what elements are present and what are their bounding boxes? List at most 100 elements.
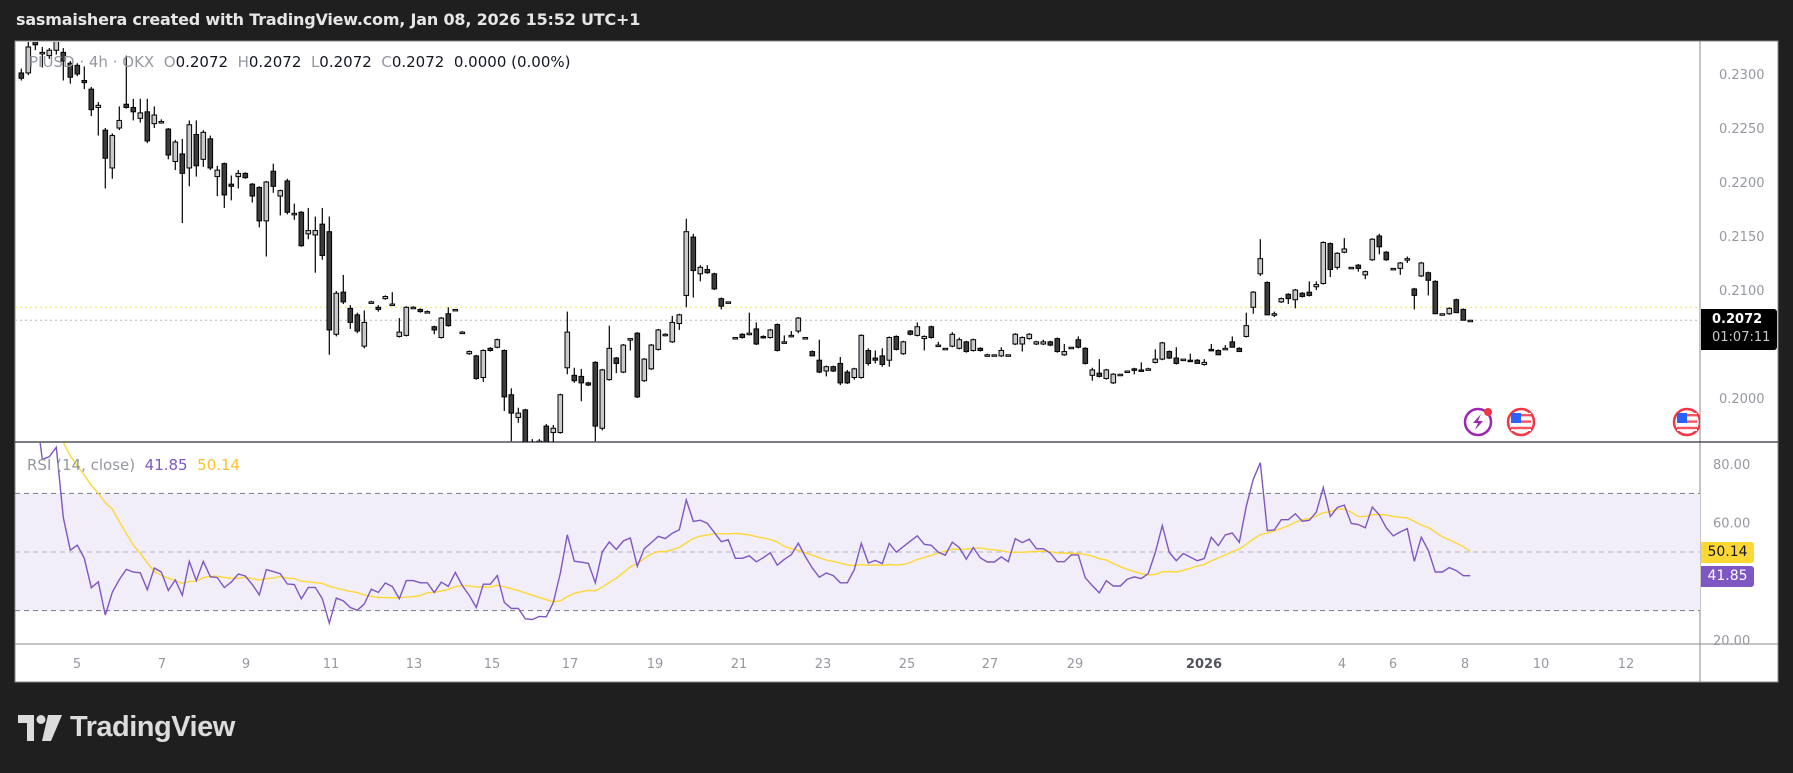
candle-body-up [1243,325,1250,337]
price-tick-label: 0.2200 [1719,176,1765,191]
candle-body-down [249,183,256,197]
candle [690,233,697,298]
time-tick-label: 27 [982,657,999,672]
candle [39,47,46,68]
time-tick-label: 17 [562,657,579,672]
candle-body-up [1103,369,1110,380]
candle [697,265,704,282]
candle-body-up [452,308,459,312]
candle-body-down [130,106,137,113]
rsi-axis[interactable]: 80.00 60.00 20.00 [1713,458,1750,649]
candle-body-up [956,339,963,349]
candle-body-up [333,292,340,335]
candle [368,300,375,304]
candle-body-down [284,180,291,213]
candle [1257,239,1264,276]
candle-body-down [165,128,172,156]
legend-open-label: O [163,53,176,71]
candle-body-up [1005,354,1012,357]
candle [935,341,942,348]
candle-body-up [606,347,613,381]
candle-body-down [1285,293,1292,300]
candle [410,306,417,310]
candle [1089,367,1096,381]
candle [256,186,263,228]
rsi-legend[interactable]: RSI (14, close) 41.85 50.14 [27,456,240,474]
candle-body-up [235,172,242,178]
candle [746,312,753,336]
candle-body-up [312,230,319,236]
candle-body-up [781,341,788,344]
legend-change: 0.0000 (0.00%) [453,53,571,71]
candle [977,347,984,352]
candle-body-down [907,330,914,335]
candle [872,350,879,364]
rsi-pane [39,443,1471,626]
us-flag-icon[interactable] [1672,407,1700,437]
candle-body-up [669,321,676,343]
candle-body-down [1236,347,1243,353]
rsi-badge: 41.85 [1701,566,1754,587]
candle-body-up [1061,351,1068,356]
lightning-icon[interactable] [1463,407,1493,437]
candle-body-down [585,382,592,386]
candle [781,335,788,344]
candle [886,336,893,367]
candle [984,353,991,357]
candle-body-down [690,236,697,272]
candle [109,133,116,179]
candle [1446,307,1453,315]
legend-symbol[interactable]: PIUSD [29,53,75,71]
candle [200,130,207,167]
candle-body-down [340,291,347,303]
candle-body-down [81,79,88,84]
time-axis[interactable]: 5 7 9 11 13 15 17 19 21 23 25 27 29 2026 4 6 8 10 12 [73,657,1634,672]
candle [1306,281,1313,297]
us-flag-icon[interactable] [1506,407,1536,437]
candle-body-up [382,295,389,300]
candle-body-up [368,301,375,304]
candle [1033,340,1040,346]
candle [396,318,403,338]
candle [95,102,102,136]
candle-body-down [1082,347,1089,364]
candle [18,68,25,81]
price-axis[interactable]: 0.2300 0.2250 0.2200 0.2150 0.2100 0.2000 [1719,68,1765,407]
candle-body-down [179,153,186,174]
candle [487,347,494,352]
candle [151,106,158,128]
candle [1453,298,1460,314]
legend-low-label: L [310,53,320,71]
candle [928,325,935,339]
candle [1348,266,1355,270]
candle-body-down [571,374,578,382]
candle [1390,267,1397,271]
candle [235,170,242,189]
candle [515,407,522,423]
candle [1201,359,1208,366]
candle [774,323,781,352]
flag-stripe [1511,426,1531,430]
candle [1075,336,1082,349]
tradingview-logo[interactable]: TradingView [18,711,235,744]
candle-body-up [998,349,1005,357]
candle-body-down [1264,281,1271,316]
candle-body-up [39,51,46,55]
candle [1082,347,1089,365]
candle-body-down [270,170,277,187]
flag-stripe [1677,426,1697,430]
candle [347,305,354,329]
candle-body-down [1054,338,1061,353]
chart-border [14,40,1779,683]
candle [606,325,613,381]
candle [844,369,851,384]
time-tick-label: 7 [158,657,166,672]
candle-body-up [1201,361,1208,366]
candle [522,408,529,442]
candle-body-up [935,344,942,348]
symbol-legend[interactable]: PIUSD · 4h · OKX O0.2072 H0.2072 L0.2072… [29,53,570,71]
candle [613,356,620,374]
candle-body-down [543,425,550,442]
candle-body-up [410,306,417,310]
